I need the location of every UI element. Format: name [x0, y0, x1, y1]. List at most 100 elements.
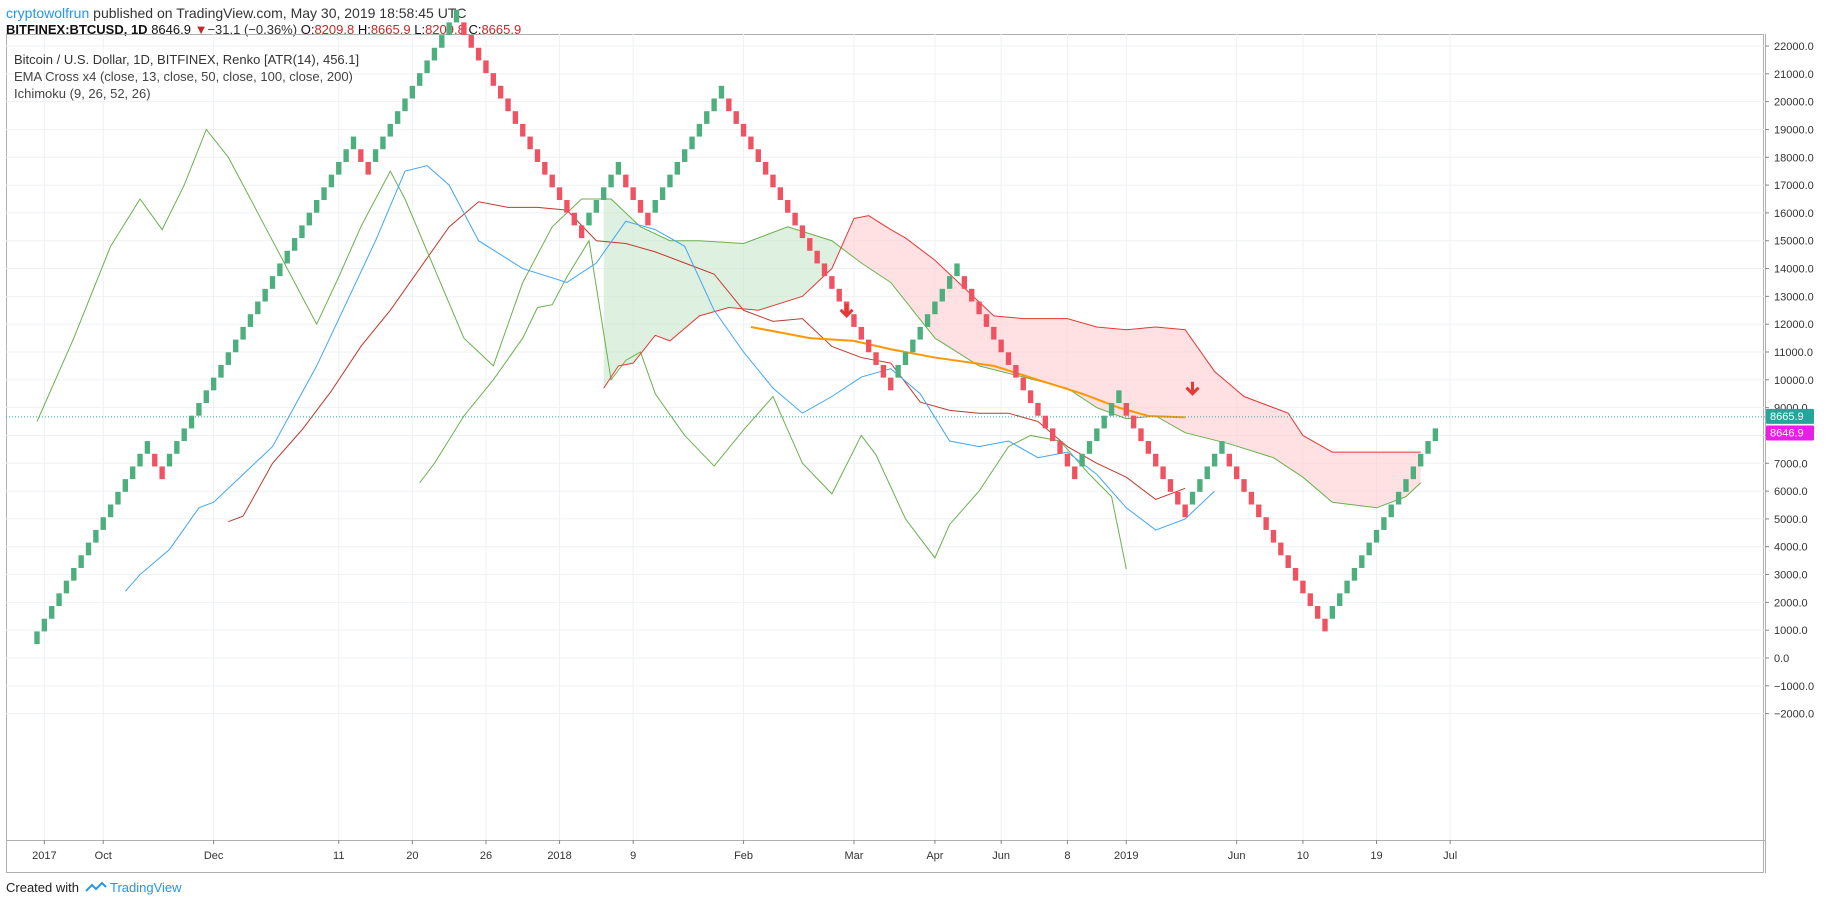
renko-brick-down: [461, 22, 467, 36]
author-link[interactable]: cryptowolfrun: [6, 5, 90, 21]
renko-brick-down: [520, 123, 526, 137]
renko-brick-up: [41, 618, 48, 632]
last-close-tag-text: 8665.9: [1770, 411, 1804, 423]
renko-brick-down: [1285, 555, 1291, 568]
renko-brick-down: [578, 225, 585, 239]
renko-brick-down: [637, 200, 644, 213]
created-with-text: Created with: [6, 880, 79, 895]
renko-brick-up: [954, 263, 960, 277]
renko-brick-down: [468, 35, 474, 48]
renko-brick-up: [910, 339, 916, 353]
y-tick-label: −2000.0: [1774, 709, 1814, 721]
renko-brick-down: [1226, 453, 1232, 467]
renko-brick-up: [1204, 466, 1210, 480]
renko-brick-up: [1337, 593, 1343, 607]
x-tick-label: Dec: [204, 850, 224, 862]
renko-brick-up: [1219, 441, 1225, 454]
renko-brick-down: [888, 377, 894, 391]
ichimoku-cloud: [603, 199, 1421, 508]
tradingview-brand-link[interactable]: TradingView: [110, 880, 182, 895]
renko-brick-down: [1263, 517, 1269, 530]
renko-brick-up: [210, 377, 217, 391]
last-close-tag: [1766, 408, 1814, 424]
renko-brick-down: [858, 326, 864, 340]
renko-brick-up: [1351, 567, 1358, 581]
renko-brick-down: [556, 187, 563, 201]
y-tick-label: 20000.0: [1774, 97, 1814, 109]
quote-line: BITFINEX:BTCUSD, 1D 8646.9 ▼−31.1 (−0.36…: [6, 22, 521, 37]
renko-brick-up: [431, 47, 438, 61]
y-tick-label: 7000.0: [1774, 458, 1808, 470]
ichimoku-span-b-line: [603, 215, 1421, 453]
price-tags: 8665.9 8646.9: [1766, 408, 1814, 441]
renko-brick-down: [1292, 567, 1299, 581]
ema-tag-text: 8646.9: [1770, 427, 1804, 439]
renko-brick-down: [1278, 542, 1284, 556]
renko-brick-up: [615, 161, 622, 175]
renko-brick-down: [785, 200, 791, 213]
renko-brick-up: [1108, 403, 1115, 416]
renko-brick-down: [475, 47, 482, 61]
renko-brick-up: [424, 60, 430, 74]
renko-brick-down: [564, 200, 570, 213]
renko-brick-down: [645, 212, 651, 226]
last-price: 8646.9: [151, 22, 191, 37]
renko-brick-up: [932, 301, 938, 315]
renko-brick-up: [939, 288, 945, 302]
grid: [6, 34, 1765, 840]
renko-brick-up: [115, 491, 121, 505]
renko-brick-down: [866, 339, 872, 353]
down-arrow-icon: ▼: [194, 22, 208, 37]
legend-ema-cross: EMA Cross x4 (close, 13, close, 50, clos…: [14, 69, 353, 84]
renko-brick-down: [873, 352, 879, 365]
renko-brick-down: [770, 174, 776, 188]
renko-brick-down: [998, 339, 1004, 353]
tradingview-logo-icon: [84, 881, 107, 892]
published-text: published on TradingView.com, May 30, 20…: [93, 5, 467, 21]
renko-brick-up: [34, 631, 40, 645]
renko-brick-up: [1403, 479, 1409, 492]
renko-brick-up: [233, 339, 239, 353]
renko-brick-up: [924, 314, 931, 327]
x-tick-label: Oct: [95, 850, 112, 862]
renko-brick-up: [917, 326, 923, 340]
renko-brick-up: [1329, 606, 1336, 619]
renko-brick-up: [601, 187, 607, 201]
y-tick-label: 13000.0: [1774, 291, 1814, 303]
renko-brick-up: [711, 98, 717, 112]
price-axis[interactable]: 22000.0 21000.0 20000.0 19000.0 18000.0 17000…: [1765, 41, 1814, 721]
renko-brick-up: [659, 187, 666, 201]
renko-brick-down: [1300, 580, 1306, 594]
renko-brick-down: [777, 187, 784, 201]
x-tick-label: Feb: [734, 850, 753, 862]
time-axis[interactable]: 2017 Oct Dec 11 20 26 2018 9 Feb Mar Apr Jun 8 2019 Ju…: [32, 840, 1457, 862]
renko-brick-down: [1130, 415, 1137, 429]
y-tick-label: 17000.0: [1774, 180, 1814, 192]
renko-brick-down: [542, 161, 548, 175]
renko-brick-down: [807, 238, 813, 251]
renko-brick-down: [1153, 453, 1159, 467]
renko-brick-up: [100, 517, 106, 530]
renko-brick-down: [1138, 428, 1144, 442]
x-tick-label: 8: [1064, 850, 1070, 862]
renko-brick-up: [93, 529, 99, 543]
y-tick-label: 14000.0: [1774, 264, 1814, 276]
renko-brick-up: [247, 314, 254, 327]
renko-brick-up: [336, 161, 342, 175]
renko-brick-down: [821, 263, 828, 277]
ichimoku-lagging-line: [419, 239, 1127, 570]
renko-brick-down: [1072, 466, 1078, 480]
renko-brick-up: [343, 149, 349, 162]
renko-brick-down: [961, 276, 968, 289]
renko-brick-up: [314, 200, 320, 213]
close-label: C:: [468, 22, 482, 37]
low-value: 8209.8: [425, 22, 465, 37]
y-tick-label: 4000.0: [1774, 542, 1808, 554]
x-tick-label: Jun: [992, 850, 1010, 862]
renko-brick-down: [762, 161, 769, 175]
renko-brick-up: [1425, 441, 1431, 454]
ichimoku-span-a-line: [36, 128, 1422, 509]
renko-brick-up: [188, 415, 195, 429]
renko-brick-down: [1322, 618, 1328, 632]
